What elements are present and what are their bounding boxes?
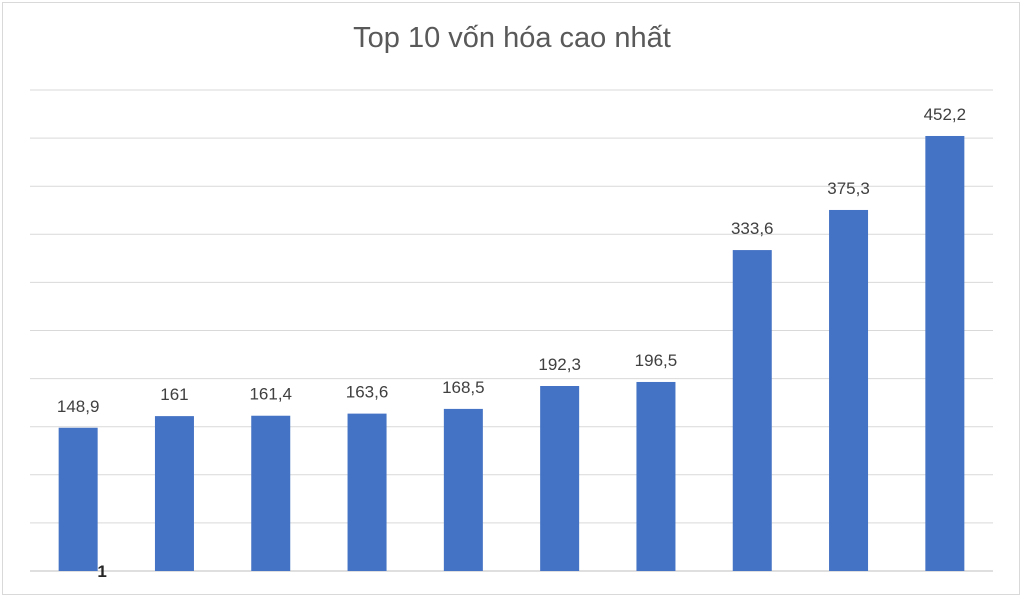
bars: [58, 135, 965, 572]
bar: [58, 427, 98, 571]
bar: [540, 386, 580, 571]
bar: [347, 413, 387, 571]
data-label: 168,5: [442, 378, 485, 397]
chart-title: Top 10 vốn hóa cao nhất: [353, 22, 671, 54]
bar: [636, 381, 676, 571]
data-labels: 148,9 161 161,4 163,6 168,5 192,3 196,5 333,6 37…: [57, 105, 966, 416]
data-label: 163,6: [346, 383, 389, 402]
data-label: 333,6: [731, 219, 774, 238]
data-label: 161,4: [249, 385, 292, 404]
data-label: 375,3: [827, 179, 870, 198]
data-label: 192,3: [538, 355, 581, 374]
bar: [154, 416, 194, 571]
x-tick-label: 1: [97, 562, 106, 581]
bar: [732, 250, 772, 572]
bar: [251, 415, 291, 571]
data-label: 148,9: [57, 397, 100, 416]
bar: [925, 135, 965, 572]
bar: [829, 209, 869, 571]
x-tick-labels: 1: [97, 562, 106, 581]
data-label: 452,2: [924, 105, 967, 124]
data-label: 161: [160, 385, 188, 404]
bar: [443, 408, 483, 571]
data-label: 196,5: [635, 351, 678, 370]
